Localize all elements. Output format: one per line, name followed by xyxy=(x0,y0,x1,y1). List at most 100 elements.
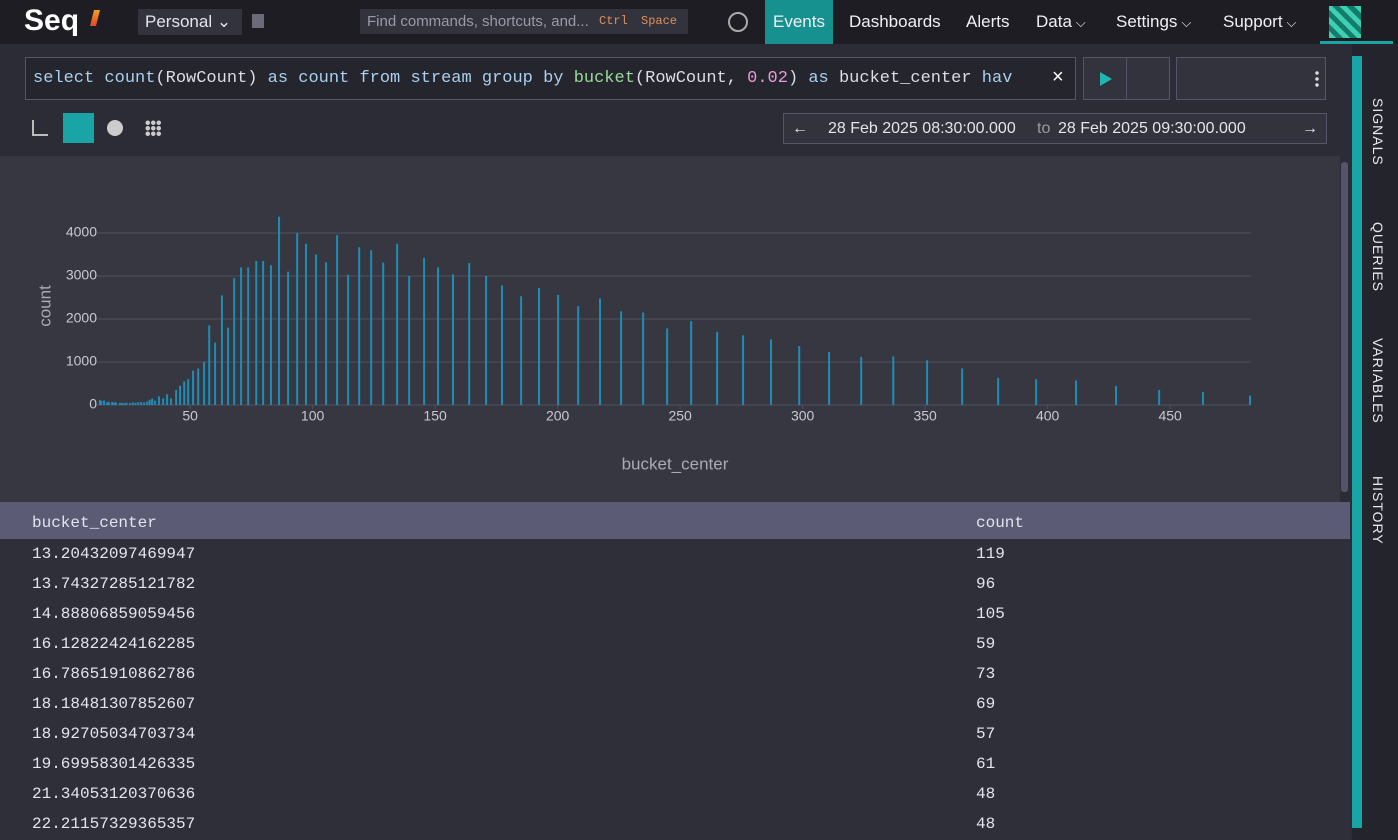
clear-query[interactable]: × xyxy=(1052,66,1064,88)
save-icon[interactable] xyxy=(252,14,264,28)
cell: 16.12822424162285 xyxy=(32,635,196,653)
nav-item[interactable]: Dashboards xyxy=(841,0,949,44)
bar xyxy=(148,399,151,405)
bar xyxy=(961,368,964,405)
avatar[interactable] xyxy=(1329,6,1361,38)
bar xyxy=(118,402,121,405)
bar xyxy=(183,381,186,405)
pie-view[interactable] xyxy=(107,120,123,136)
bar xyxy=(358,247,361,405)
bar xyxy=(1249,395,1252,405)
bar xyxy=(577,306,580,405)
bar xyxy=(501,285,504,405)
query-token: bucket_center xyxy=(828,69,982,88)
bar xyxy=(666,328,669,405)
scrollbar[interactable] xyxy=(1341,162,1348,492)
bar xyxy=(107,401,110,405)
sidebar-tab[interactable]: VARIABLES xyxy=(1370,338,1386,424)
sidebar-tab[interactable]: QUERIES xyxy=(1370,222,1386,293)
y-tick-label: 3000 xyxy=(66,267,97,283)
x-tick-label: 100 xyxy=(301,408,325,424)
x-tick-label: 450 xyxy=(1158,408,1182,424)
cell: 48 xyxy=(976,815,996,833)
cell: 19.69958301426335 xyxy=(32,755,196,773)
more[interactable] xyxy=(1315,70,1319,88)
nav-item[interactable]: Events xyxy=(765,0,833,44)
bar xyxy=(437,267,440,405)
bar xyxy=(192,370,195,405)
theme-toggle[interactable] xyxy=(728,12,748,32)
query-token: ) xyxy=(787,69,809,88)
actions[interactable] xyxy=(1176,57,1326,100)
y-tick-label: 2000 xyxy=(66,310,97,326)
bar xyxy=(187,379,190,405)
bar xyxy=(157,396,160,405)
bar xyxy=(179,385,182,405)
bar xyxy=(690,321,693,405)
line-view[interactable] xyxy=(32,120,48,136)
bar xyxy=(121,402,124,405)
nav-label: Data xyxy=(1036,12,1072,31)
bar xyxy=(1035,379,1038,405)
bar xyxy=(255,260,258,405)
bar xyxy=(112,402,115,405)
chevron: ⌵ xyxy=(1181,15,1192,30)
cell: 96 xyxy=(976,575,996,593)
nav-label: Alerts xyxy=(966,12,1010,31)
nav-item[interactable]: Settings ⌵ xyxy=(1108,0,1199,44)
link-button[interactable] xyxy=(1126,57,1170,100)
nav-item[interactable]: Alerts xyxy=(958,0,1017,44)
nav-label: Events xyxy=(773,12,825,31)
query-input[interactable]: select count(RowCount) as count from str… xyxy=(25,57,1076,100)
bar xyxy=(129,403,132,405)
bar xyxy=(642,312,645,405)
bar xyxy=(742,335,745,405)
grid-view[interactable] xyxy=(145,120,161,136)
table-row: 16.78651910862786 73 xyxy=(0,659,1350,689)
cell: 13.20432097469947 xyxy=(32,545,196,563)
bar xyxy=(143,402,146,405)
bar xyxy=(468,263,471,405)
query-token: bucket xyxy=(573,69,635,88)
nav-item[interactable]: Support ⌵ xyxy=(1215,0,1304,44)
bar xyxy=(620,311,623,405)
date-range[interactable]: ← 28 Feb 2025 08:30:00.000 to 28 Feb 202… xyxy=(783,113,1327,144)
bar xyxy=(197,368,200,405)
query-token: as xyxy=(808,69,829,88)
search[interactable]: Find commands, shortcuts, and... Ctrl Sp… xyxy=(360,9,688,34)
run-button[interactable] xyxy=(1083,57,1127,100)
query-token: (RowCount, xyxy=(634,69,748,88)
bar xyxy=(1114,386,1117,405)
sidebar-tab[interactable]: SIGNALS xyxy=(1370,98,1386,166)
bar xyxy=(485,276,488,405)
bar xyxy=(382,262,385,405)
next[interactable]: → xyxy=(1302,120,1318,137)
bar xyxy=(997,377,1000,405)
range-sep: to xyxy=(1037,120,1051,137)
workspace-select[interactable]: Personal ⌄ xyxy=(138,9,242,35)
bar xyxy=(1201,392,1204,405)
range-to: 28 Feb 2025 09:30:00.000 xyxy=(1058,120,1246,137)
bar-view-active[interactable] xyxy=(63,113,94,143)
sidebar-tab[interactable]: HISTORY xyxy=(1370,476,1386,545)
table-row: 13.74327285121782 96 xyxy=(0,569,1350,599)
bar xyxy=(131,402,134,405)
cell: 57 xyxy=(976,725,996,743)
bar xyxy=(520,296,523,405)
nav-label: Settings xyxy=(1116,12,1178,31)
search-placeholder: Find commands, shortcuts, and... xyxy=(367,13,589,30)
sidebar-strip xyxy=(1352,56,1362,828)
prev[interactable]: ← xyxy=(792,120,808,137)
x-axis-label: bucket_center xyxy=(622,454,729,473)
cell: 105 xyxy=(976,605,1005,623)
nav-item[interactable]: Data ⌵ xyxy=(1028,0,1094,44)
bar xyxy=(452,274,455,405)
bar xyxy=(926,360,929,405)
bar xyxy=(151,398,154,405)
bar xyxy=(203,362,206,405)
bar xyxy=(315,254,318,405)
x-tick-label: 300 xyxy=(791,408,815,424)
bar xyxy=(396,243,399,405)
logo[interactable]: Seq xyxy=(24,4,80,37)
x-tick-label: 250 xyxy=(668,408,692,424)
